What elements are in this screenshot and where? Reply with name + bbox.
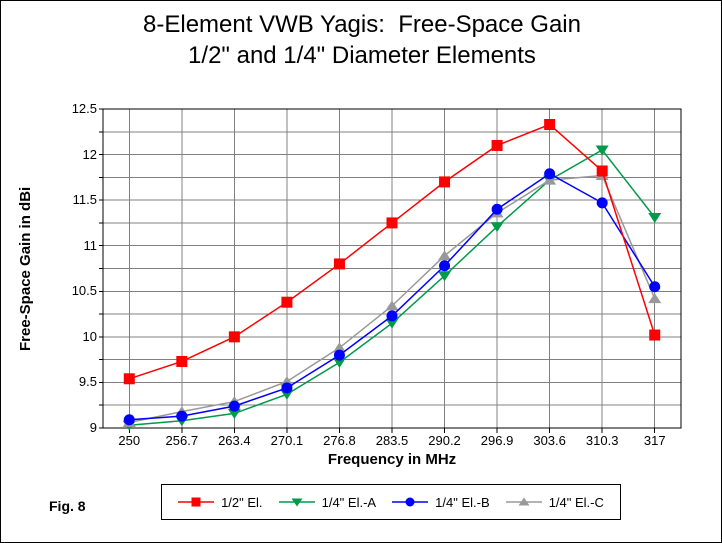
series-marker [649, 281, 661, 293]
x-tick-label: 310.3 [585, 433, 619, 448]
x-tick-label: 250 [118, 433, 141, 448]
x-tick-label: 303.6 [533, 433, 566, 448]
x-axis-title: Frequency in MHz [327, 451, 457, 468]
series-marker [544, 118, 556, 130]
legend-marker [405, 497, 415, 507]
series-marker [123, 373, 135, 385]
figure-number-label: Fig. 8 [49, 498, 86, 514]
legend-label: 1/4" El.-C [548, 494, 604, 510]
legend-item: 1/4" El.-B [392, 494, 490, 510]
x-tick-label: 290.2 [428, 433, 461, 448]
series-marker [596, 197, 608, 209]
legend-marker [291, 498, 303, 507]
series-marker [648, 293, 662, 304]
series-marker [227, 408, 241, 419]
series-marker [544, 168, 556, 180]
series-marker [439, 260, 451, 272]
series-marker [649, 329, 661, 341]
chart-title: 8-Element VWB Yagis: Free-Space Gain 1/2… [1, 9, 721, 71]
legend-item: 1/4" El.-C [505, 494, 604, 510]
y-tick-label: 10.5 [71, 283, 97, 299]
series-marker [176, 355, 188, 367]
chart-title-line1: 8-Element VWB Yagis: Free-Space Gain [143, 11, 581, 38]
series-marker [228, 331, 240, 343]
y-tick-label: 12.5 [71, 101, 97, 116]
series-marker [228, 400, 240, 412]
x-tick-label: 276.8 [323, 433, 356, 448]
legend-label: 1/2" El. [221, 494, 263, 510]
series-marker [438, 271, 452, 282]
series-marker [596, 165, 608, 177]
y-tick-label: 11 [83, 237, 98, 253]
x-tick-label: 317 [643, 433, 666, 448]
x-tick-label: 263.4 [218, 433, 251, 448]
series-marker [386, 217, 398, 229]
circle-legend-marker-icon [392, 497, 429, 507]
legend-marker [191, 497, 201, 507]
series-1 [123, 118, 661, 385]
series-marker [491, 203, 503, 215]
legend-item: 1/2" El. [178, 494, 263, 510]
series-marker [385, 300, 399, 311]
y-tick-label: 9 [89, 420, 97, 435]
plot-frame [99, 108, 682, 433]
legend-item: 1/4" El.-A [278, 494, 377, 510]
x-tick-label: 256.7 [165, 433, 199, 448]
y-tick-label: 11.5 [72, 192, 97, 208]
series-marker [438, 250, 452, 261]
series-marker [333, 258, 345, 270]
series-marker [385, 318, 399, 329]
series-marker [332, 357, 346, 368]
series-marker [543, 174, 557, 185]
square-legend-marker-icon [178, 497, 215, 507]
chart-legend: 1/2" El. 1/4" El.-A 1/4" El.-B 1/4" El.-C [161, 484, 621, 520]
series-3 [123, 168, 661, 426]
series-marker [176, 410, 188, 422]
series-marker [386, 310, 398, 322]
legend-label: 1/4" El.-A [321, 494, 377, 510]
series-marker [332, 342, 346, 353]
legend-marker [518, 497, 530, 506]
series-marker [648, 212, 662, 223]
series-marker [281, 382, 293, 394]
y-axis-title: Free-Space Gain in dBi [17, 186, 34, 351]
series-marker [333, 349, 345, 361]
y-tick-label: 12 [82, 146, 97, 162]
triangle-down-legend-marker-icon [278, 498, 315, 507]
x-tick-label: 270.1 [270, 433, 304, 448]
series-marker [595, 145, 609, 156]
x-tick-label: 283.5 [375, 433, 409, 448]
series-marker [491, 139, 503, 151]
series-marker [281, 296, 293, 308]
triangle-up-legend-marker-icon [505, 497, 542, 506]
legend-label: 1/4" El.-B [435, 494, 490, 510]
series-marker [439, 176, 451, 188]
y-tick-label: 10 [82, 328, 97, 344]
x-tick-label: 296.9 [480, 433, 514, 448]
series-marker [123, 414, 135, 426]
y-tick-label: 9.5 [78, 374, 97, 390]
gridlines [103, 109, 681, 428]
chart-title-line2: 1/2" and 1/4" Diameter Elements [188, 42, 536, 69]
series-marker [490, 222, 504, 233]
